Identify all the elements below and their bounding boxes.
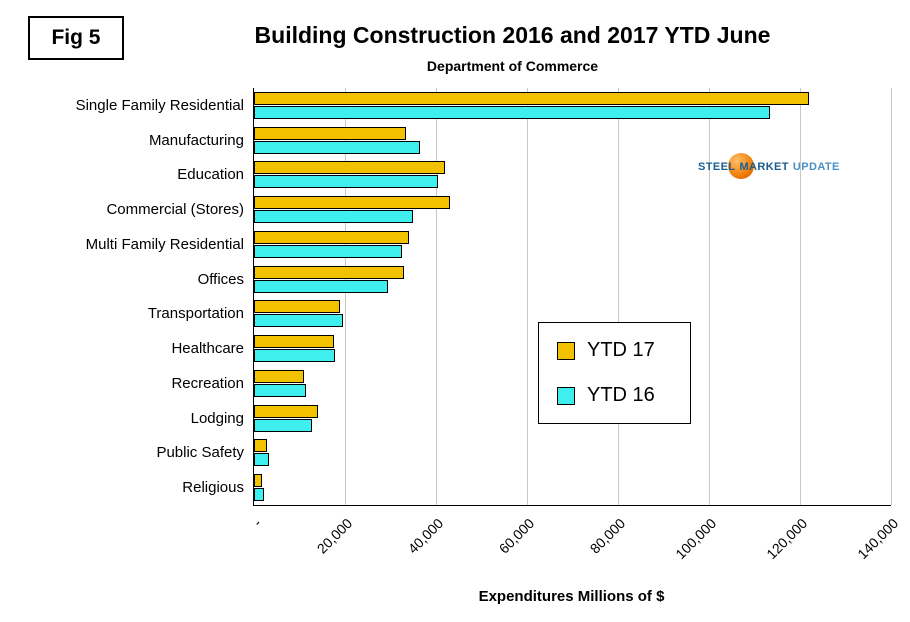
category-label: Recreation — [171, 374, 244, 392]
bar-ytd17-11 — [254, 439, 268, 453]
category-label: Single Family Residential — [75, 96, 244, 114]
category-label: Commercial (Stores) — [106, 201, 244, 219]
category-label: Multi Family Residential — [85, 235, 244, 253]
gridline — [436, 88, 437, 505]
bar-ytd17-5 — [254, 230, 409, 244]
gridline — [527, 88, 528, 505]
bar-ytd16-12 — [254, 488, 264, 502]
logo-word-market: MARKET — [739, 161, 789, 173]
legend-label-ytd17: YTD 17 — [587, 339, 655, 361]
figure-label-box: Fig 5 — [28, 16, 124, 60]
chart-subtitle: Department of Commerce — [426, 58, 599, 74]
gridline — [891, 88, 892, 505]
legend-label-ytd16: YTD 16 — [587, 384, 655, 406]
category-label: Healthcare — [171, 340, 244, 358]
bar-ytd17-12 — [254, 474, 263, 488]
category-label: Transportation — [147, 305, 244, 323]
category-label: Religious — [182, 479, 244, 497]
bar-ytd17-1 — [254, 91, 810, 105]
category-label: Offices — [197, 270, 244, 288]
bar-ytd16-5 — [254, 244, 402, 258]
bar-ytd16-11 — [254, 453, 269, 467]
bar-ytd17-6 — [254, 265, 405, 279]
category-label: Lodging — [190, 409, 244, 427]
bar-ytd17-7 — [254, 300, 341, 314]
legend-item-ytd16: YTD 16 — [557, 384, 672, 407]
category-label: Public Safety — [156, 444, 244, 462]
legend-item-ytd17: YTD 17 — [557, 339, 672, 362]
chart-title: Building Construction 2016 and 2017 YTD … — [254, 22, 771, 48]
bar-ytd16-2 — [254, 140, 421, 154]
gridline — [709, 88, 710, 505]
bar-ytd16-6 — [254, 279, 389, 293]
logo-word-steel: STEEL — [698, 161, 736, 173]
bar-ytd16-9 — [254, 383, 307, 397]
category-label: Education — [177, 166, 244, 184]
category-label: Manufacturing — [148, 131, 244, 149]
gridline — [618, 88, 619, 505]
bar-ytd17-2 — [254, 126, 407, 140]
figure-label: Fig 5 — [51, 26, 101, 49]
x-axis-tick-label: - — [249, 515, 265, 530]
legend-swatch-ytd16 — [557, 386, 575, 405]
x-axis: -20,000 40,000 60,000 80,000 100,000 120,000 1… — [250, 507, 902, 579]
logo-word-update: UPDATE — [792, 161, 840, 173]
bar-ytd16-4 — [254, 210, 414, 224]
plot-area — [253, 88, 892, 506]
bar-ytd16-10 — [254, 418, 313, 432]
smu-logo: STEEL MARKET UPDATE — [698, 153, 868, 184]
bar-ytd16-3 — [254, 175, 439, 189]
gridline — [345, 88, 346, 505]
bar-ytd17-4 — [254, 196, 450, 210]
gridline — [800, 88, 801, 505]
category-axis: Single Family Residential Manufacturing Ed… — [0, 88, 244, 505]
orange-globe-icon — [728, 153, 754, 179]
bar-ytd16-8 — [254, 349, 335, 363]
bar-ytd17-3 — [254, 161, 446, 175]
bar-ytd17-10 — [254, 404, 318, 418]
legend-swatch-ytd17 — [557, 341, 575, 360]
bar-ytd17-9 — [254, 369, 305, 383]
bar-ytd16-1 — [254, 105, 771, 119]
x-axis-title: Expenditures Millions of $ — [478, 588, 665, 605]
bar-ytd17-8 — [254, 335, 334, 349]
legend: YTD 17 YTD 16 — [538, 322, 691, 424]
bar-ytd16-7 — [254, 314, 343, 328]
